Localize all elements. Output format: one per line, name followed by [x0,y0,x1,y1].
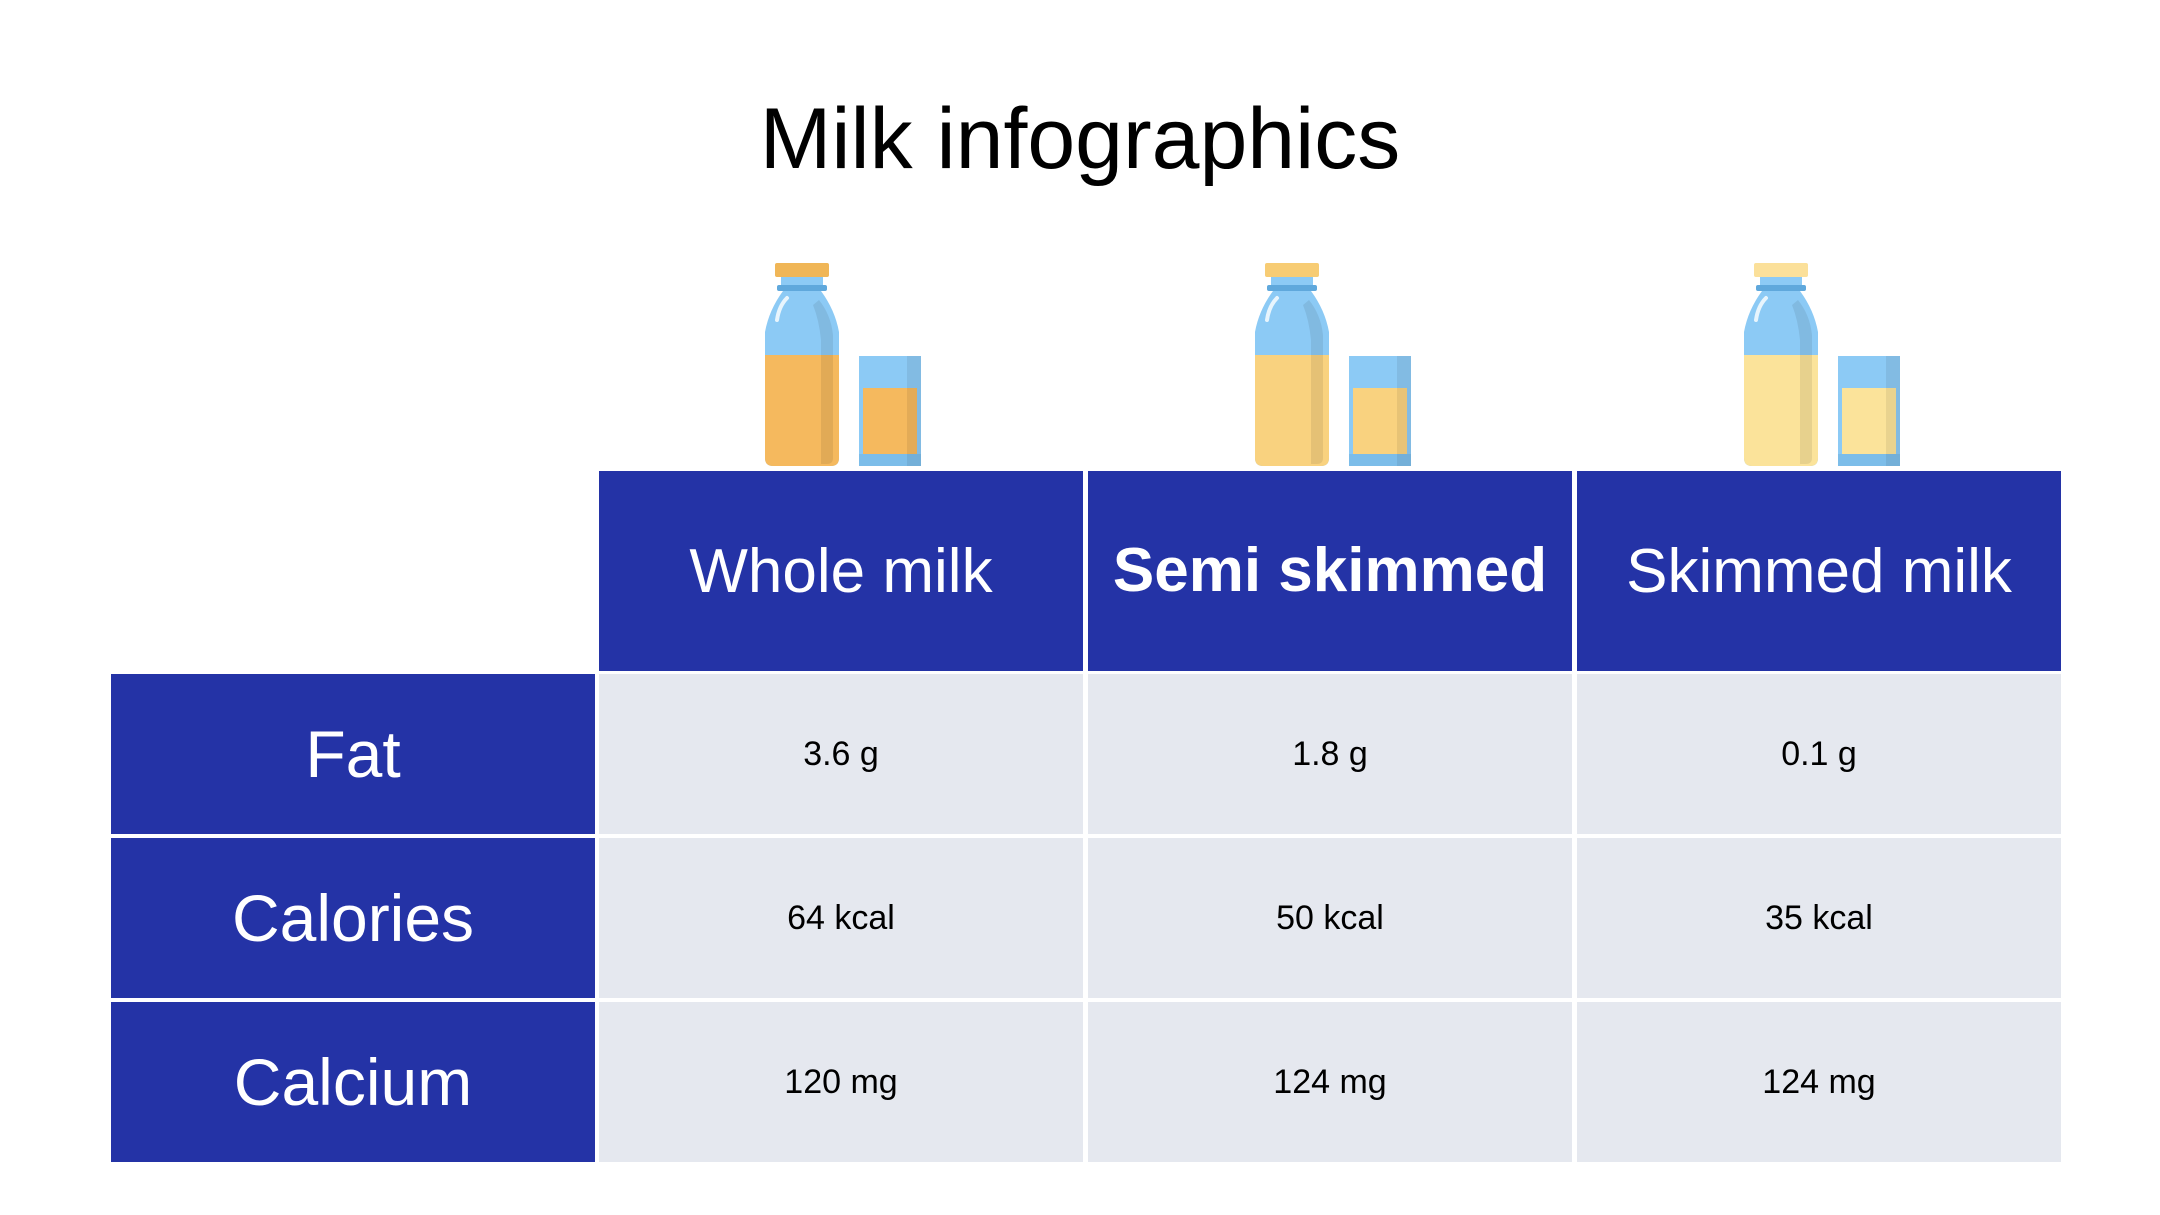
column-header-skimmed-milk: Skimmed milk [1577,471,2061,671]
column-header-semi-skimmed: Semi skimmed [1088,471,1572,671]
table-cell: 0.1 g [1577,674,2061,834]
column-header-label: Skimmed milk [1626,536,2012,606]
row-header-calcium: Calcium [111,1002,595,1162]
table-cell: 3.6 g [599,674,1083,834]
table-cell: 64 kcal [599,838,1083,998]
table-cell: 35 kcal [1577,838,2061,998]
table-cell: 120 mg [599,1002,1083,1162]
column-header-label: Semi skimmed [1112,536,1548,605]
column-header-whole-milk: Whole milk [599,471,1083,671]
table-cell: 124 mg [1088,1002,1572,1162]
column-header-label: Whole milk [689,536,993,606]
table-cell: 124 mg [1577,1002,2061,1162]
whole-milk-bottle-icon [755,260,935,470]
skimmed-milk-bottle-icon [1734,260,1914,470]
semi-skimmed-bottle-icon [1245,260,1425,470]
row-header-calories: Calories [111,838,595,998]
table-cell: 50 kcal [1088,838,1572,998]
table-cell: 1.8 g [1088,674,1572,834]
row-header-fat: Fat [111,674,595,834]
page-title: Milk infographics [759,91,1401,187]
